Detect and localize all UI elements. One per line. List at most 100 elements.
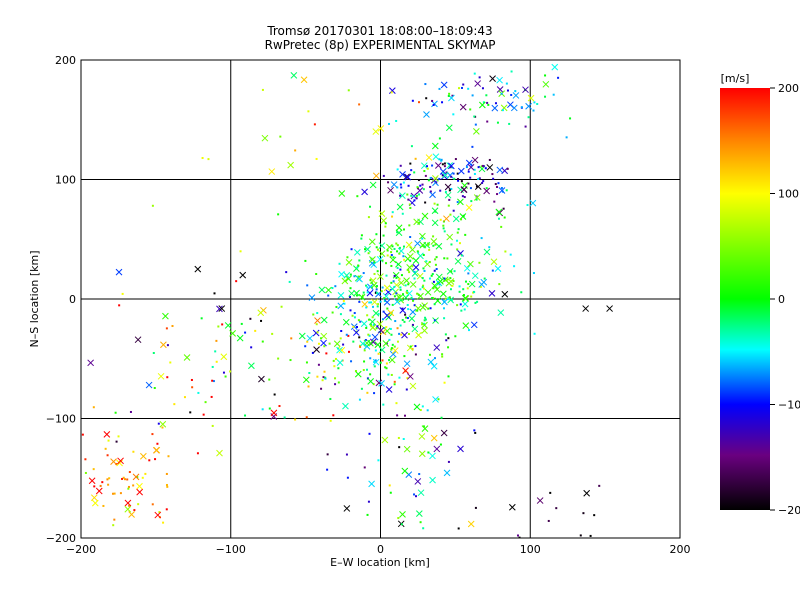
- data-point-dot: [382, 234, 385, 237]
- data-point-dot: [443, 257, 446, 260]
- data-point-dot: [393, 295, 396, 298]
- data-point-dot: [158, 511, 161, 514]
- data-point-dot: [221, 323, 224, 326]
- data-point-dot: [349, 287, 352, 290]
- data-point-dot: [533, 332, 536, 335]
- data-point-dot: [424, 318, 427, 321]
- data-point-dot: [532, 109, 535, 112]
- data-point-dot: [458, 242, 461, 245]
- data-point-dot: [410, 169, 413, 172]
- data-point-dot: [384, 366, 387, 369]
- data-point-dot: [411, 348, 414, 351]
- data-point-dot: [375, 288, 378, 291]
- data-point-dot: [280, 305, 283, 308]
- data-point-dot: [111, 492, 114, 495]
- data-point-x: [431, 207, 439, 215]
- data-point-dot: [447, 204, 450, 207]
- data-point-x: [356, 275, 363, 283]
- data-point-x: [431, 282, 439, 289]
- data-point-dot: [308, 372, 311, 375]
- data-point-dot: [369, 285, 372, 288]
- data-point-dot: [469, 187, 472, 190]
- chart-subtitle: RwPretec (8p) EXPERIMENTAL SKYMAP: [265, 38, 496, 52]
- data-point-dot: [484, 167, 487, 170]
- data-point-dot: [224, 375, 227, 378]
- data-point-dot: [496, 185, 499, 188]
- data-point-x: [419, 232, 426, 240]
- data-point-dot: [361, 294, 364, 297]
- data-point-dot: [589, 534, 592, 537]
- data-point-dot: [128, 504, 131, 507]
- colorbar-tick-label: 0: [778, 293, 785, 306]
- data-point-x: [391, 347, 399, 354]
- data-point-dot: [390, 91, 393, 94]
- data-point-dot: [386, 249, 389, 252]
- data-point-dot: [201, 157, 204, 160]
- data-point-dot: [127, 485, 130, 488]
- data-point-x: [583, 489, 591, 497]
- data-point-x: [396, 203, 404, 211]
- data-point-dot: [390, 347, 393, 350]
- data-point-x: [348, 290, 355, 297]
- data-point-dot: [307, 110, 310, 113]
- data-point-dot: [464, 280, 467, 283]
- data-point-dot: [351, 314, 354, 317]
- data-point-x: [369, 181, 377, 189]
- data-point-dot: [533, 101, 536, 104]
- data-point-dot: [473, 72, 476, 75]
- data-point-dot: [450, 187, 453, 190]
- data-point-dot: [399, 183, 402, 186]
- x-tick-label: 200: [670, 543, 691, 556]
- data-point-dot: [456, 304, 459, 307]
- data-point-dot: [305, 416, 308, 419]
- data-point-dot: [315, 323, 318, 326]
- data-point-dot: [448, 189, 451, 192]
- data-point-dot: [403, 414, 406, 417]
- data-point-dot: [137, 503, 140, 506]
- data-point-dot: [549, 491, 552, 494]
- data-point-x: [413, 218, 421, 226]
- data-point-dot: [461, 195, 464, 198]
- data-point-dot: [254, 329, 257, 332]
- data-point-dot: [447, 346, 450, 349]
- data-point-dot: [106, 454, 109, 457]
- data-point-x: [401, 467, 409, 475]
- data-point-dot: [544, 95, 547, 98]
- data-point-x: [353, 265, 360, 273]
- data-point-dot: [456, 248, 459, 251]
- data-point-dot: [382, 318, 385, 321]
- data-point-dot: [413, 199, 416, 202]
- data-point-x: [333, 340, 341, 348]
- data-point-dot: [413, 493, 416, 496]
- data-point-dot: [212, 380, 215, 383]
- data-point-dot: [424, 201, 427, 204]
- data-point-dot: [390, 373, 393, 376]
- data-point-dot: [183, 396, 186, 399]
- data-point-dot: [153, 387, 156, 390]
- data-point-dot: [398, 246, 401, 249]
- data-point-dot: [406, 193, 409, 196]
- data-point-dot: [443, 162, 446, 165]
- data-point-dot: [307, 385, 310, 388]
- data-point-dot: [508, 122, 511, 125]
- data-point-dot: [500, 92, 503, 95]
- data-point-dot: [398, 376, 401, 379]
- data-point-dot: [398, 277, 401, 280]
- data-point-dot: [331, 311, 334, 314]
- data-point-x: [454, 257, 462, 265]
- data-point-x: [457, 198, 464, 206]
- data-point-dot: [361, 297, 364, 300]
- data-point-dot: [334, 377, 337, 380]
- data-point-x: [136, 482, 143, 490]
- data-point-dot: [387, 373, 390, 376]
- data-point-x: [465, 204, 473, 211]
- data-point-dot: [450, 298, 453, 301]
- data-point-x: [312, 329, 320, 337]
- data-point-x: [421, 321, 428, 329]
- data-point-x: [457, 167, 465, 175]
- y-tick-label: −100: [46, 413, 76, 426]
- data-point-x: [462, 322, 470, 329]
- data-point-dot: [386, 307, 389, 310]
- data-point-dot: [367, 252, 370, 255]
- data-point-dot: [169, 361, 172, 364]
